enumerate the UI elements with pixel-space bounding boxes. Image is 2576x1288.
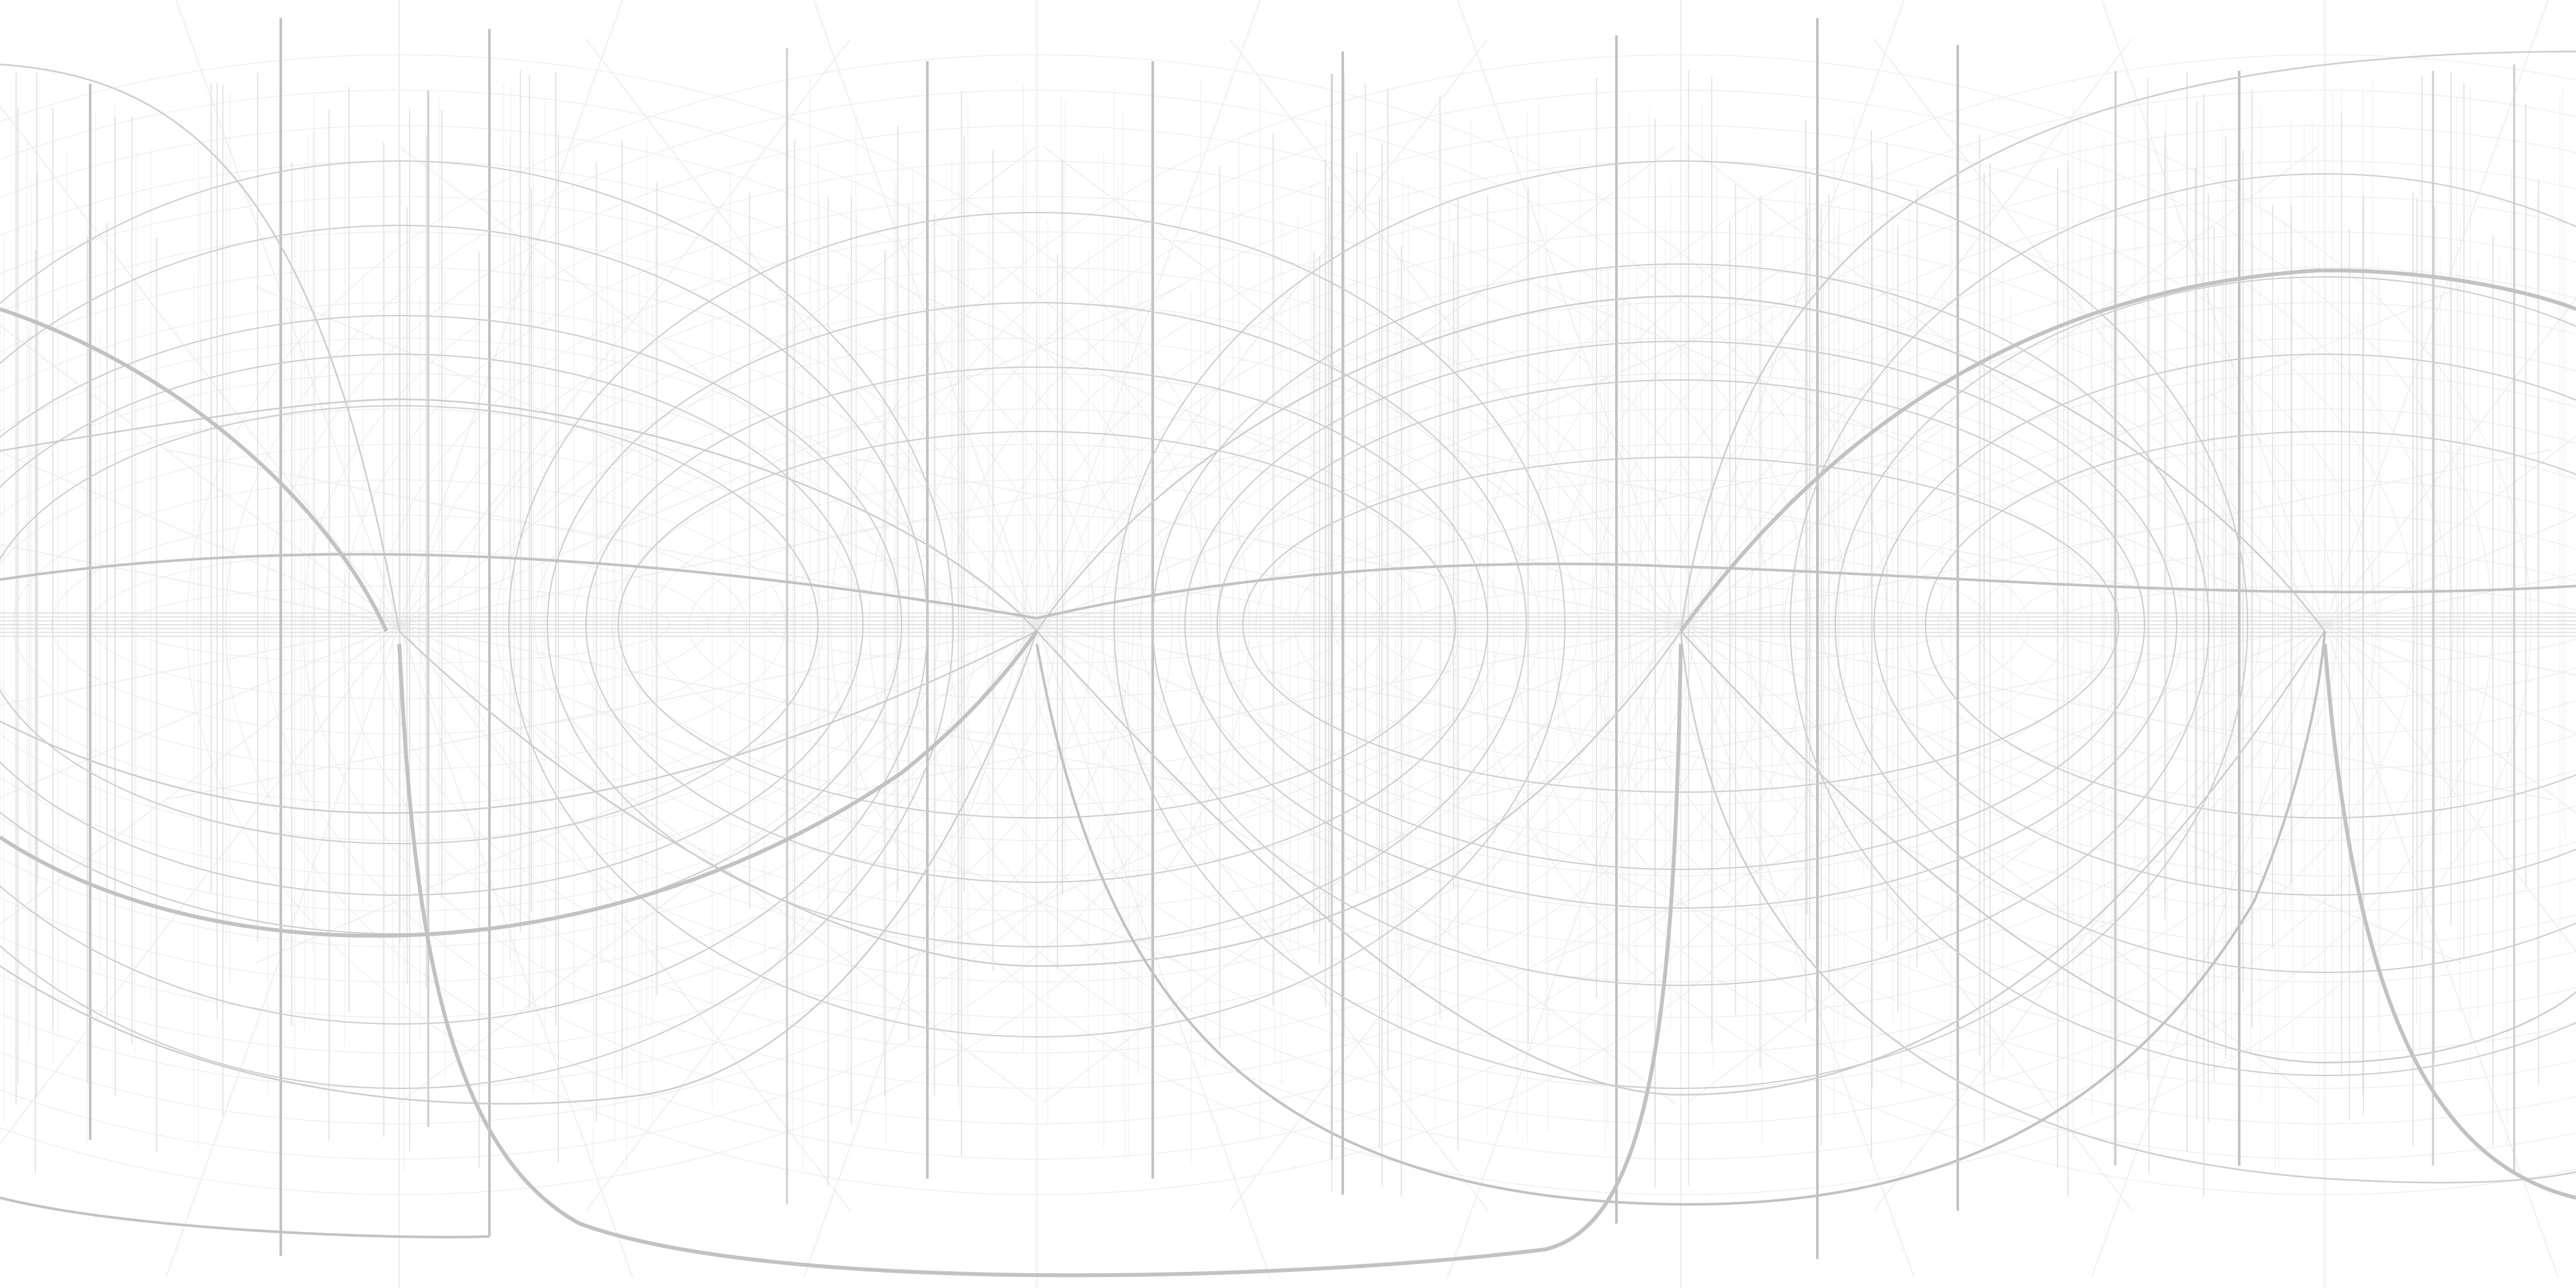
perspective-ring: [1113, 160, 2248, 1089]
radial-line: [399, 624, 634, 1278]
radial-line: [1036, 624, 1908, 800]
radial-line: [0, 451, 400, 625]
radial-line: [1036, 286, 1818, 625]
radial-line: [399, 39, 851, 625]
radial-line: [1873, 39, 2325, 625]
radial-line: [1687, 624, 2325, 1104]
radial-line: [1043, 624, 1681, 1104]
perspective-ring: [585, 366, 1488, 883]
radial-line: [1680, 0, 1905, 625]
radial-line: [1036, 624, 1675, 1104]
radial-line: [399, 624, 851, 1211]
strong-curve: [1036, 630, 2326, 1206]
radial-line: [900, 286, 1681, 625]
radial-line: [1544, 624, 2325, 963]
medium-curve-layer: [0, 18, 2576, 1259]
radial-line: [2324, 624, 2576, 734]
radial-line: [166, 624, 1037, 800]
radial-line: [1680, 624, 2462, 963]
radial-line: [0, 624, 400, 925]
radial-line: [900, 624, 1681, 963]
radial-line: [1680, 624, 1915, 1278]
radial-line: [1036, 146, 1675, 625]
radial-line: [2324, 624, 2576, 814]
radial-line: [0, 544, 400, 625]
strong-curve: [397, 643, 1683, 1278]
perspective-ring: [1873, 354, 2576, 896]
sweep-curve: [1680, 630, 2576, 1064]
perspective-ring: [1242, 457, 2119, 793]
radial-line: [1457, 0, 1681, 625]
radial-line: [813, 0, 1037, 625]
radial-line: [2324, 573, 2576, 625]
sweep-curve: [0, 630, 1037, 814]
perspective-ring: [1217, 379, 2145, 870]
radial-line: [0, 624, 400, 706]
radial-line: [0, 624, 400, 1144]
perspective-ring: [1925, 431, 2576, 819]
radial-line: [2324, 298, 2576, 625]
radial-line: [1454, 624, 2325, 800]
radial-line: [1043, 146, 1681, 625]
radial-line: [0, 105, 400, 625]
radial-line: [1544, 286, 2325, 625]
radial-line: [2324, 624, 2576, 952]
sweep-curve: [0, 63, 401, 632]
perspective-ring: [0, 354, 864, 896]
strong-curve: [0, 553, 1037, 620]
radial-line: [256, 286, 1037, 625]
radial-line: [1036, 449, 1908, 625]
radial-line: [399, 0, 623, 625]
perspective-ring: [1152, 263, 2210, 986]
strong-curve: [0, 1197, 490, 1238]
perspective-ring: [1790, 173, 2576, 1076]
radial-line: [810, 449, 1681, 625]
perspective-ring: [508, 212, 1566, 1037]
sweep-curve: [0, 398, 1037, 632]
radial-line: [810, 624, 1681, 800]
radial-line: [1036, 624, 1818, 963]
strong-curve: [0, 307, 388, 632]
perspective-ring: [547, 302, 1527, 947]
radial-line: [1036, 624, 1488, 1211]
strong-curve: [2323, 643, 2576, 1200]
sweep-curve: [1036, 295, 2325, 632]
perspective-ring: [0, 160, 954, 1089]
radial-line: [0, 624, 400, 799]
radial-line: [1229, 624, 1681, 1211]
radial-line: [1680, 286, 2462, 625]
perspective-ring: [1184, 341, 2177, 909]
radial-line: [1454, 449, 2325, 625]
radial-line: [1873, 624, 2325, 1211]
perspective-ring: [1835, 276, 2576, 973]
strong-curve: [1036, 562, 2576, 620]
perspective-ring: [0, 405, 819, 844]
perspective-ring: [618, 431, 1456, 819]
radial-line: [1680, 39, 2132, 625]
sweep-curve: [0, 630, 1038, 1105]
sweep-curve: [1680, 630, 2576, 1184]
strong-curve-layer: [0, 268, 2576, 1278]
perspective-ring: [0, 225, 928, 1025]
strong-curve: [0, 630, 1039, 938]
sweep-curve: [1036, 630, 2326, 1096]
sweep-curve: [1680, 50, 2576, 632]
radial-line: [1446, 624, 1681, 1278]
radial-line: [2324, 435, 2576, 625]
sweep-curve: [399, 630, 1682, 967]
radial-line: [1687, 146, 2325, 625]
strong-curve: [1679, 268, 2576, 632]
radial-line: [256, 624, 1037, 963]
radial-line: [1036, 39, 1488, 625]
radial-line: [1680, 146, 2319, 625]
light-grid-layer: [0, 70, 2576, 1197]
radial-line: [2324, 515, 2576, 625]
radial-line: [2324, 624, 2576, 676]
radial-line: [1680, 624, 2319, 1104]
